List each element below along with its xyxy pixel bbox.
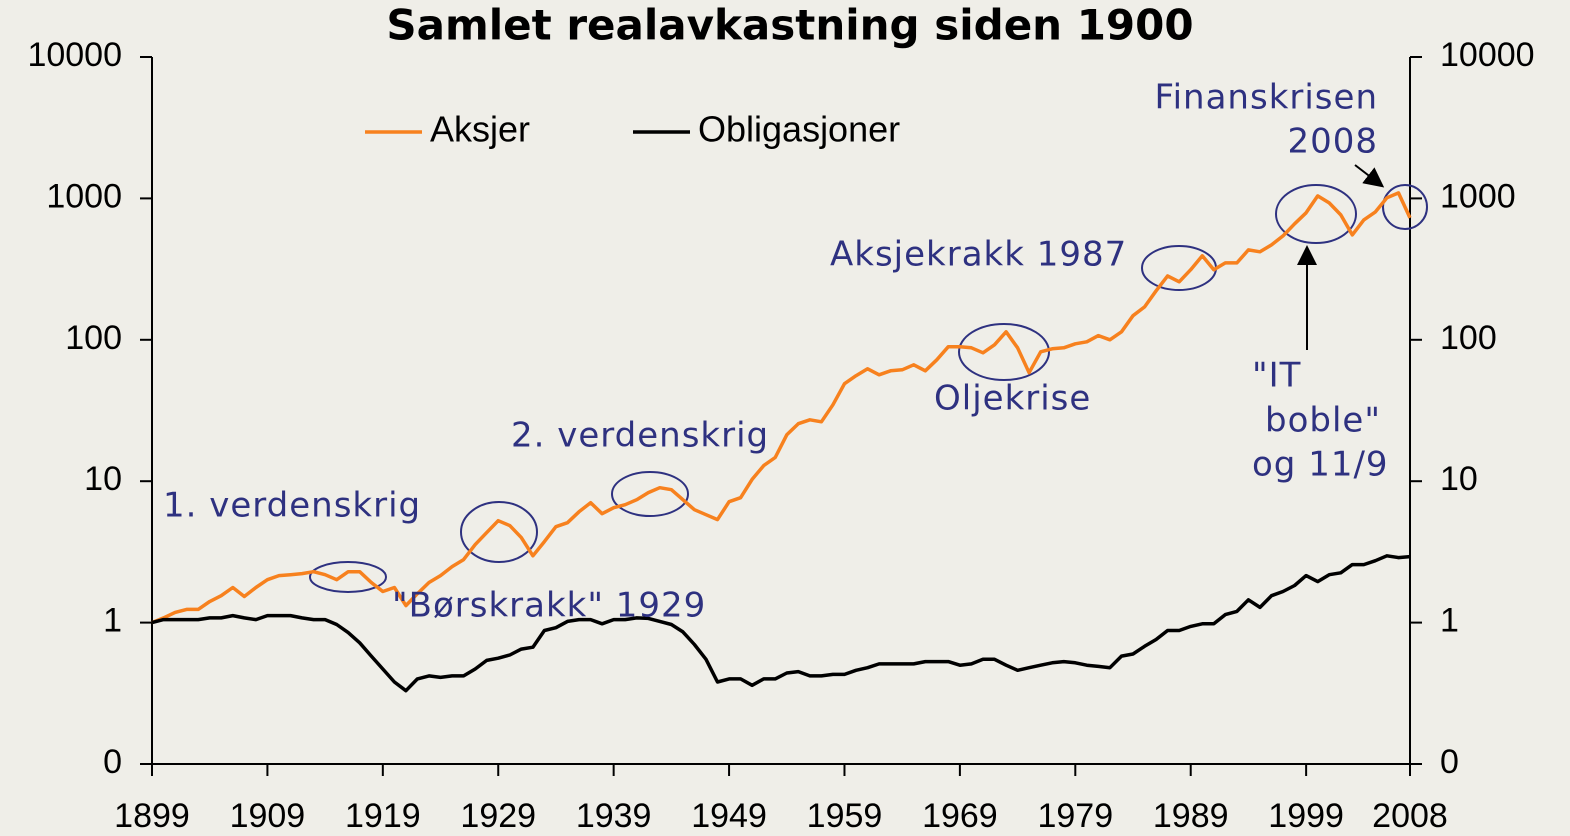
highlight-ellipse	[1275, 184, 1357, 244]
annotation: 1. verdenskrig	[163, 486, 421, 526]
x-tick-label: 1999	[1268, 797, 1344, 835]
x-tick-label: 1979	[1037, 797, 1113, 835]
x-tick-label: 1909	[230, 797, 306, 835]
arrow	[1354, 164, 1385, 188]
annotation: og 11/9	[1252, 445, 1389, 485]
x-tick-label: 1989	[1153, 797, 1229, 835]
x-tick-label: 1959	[807, 797, 883, 835]
legend-label: Obligasjoner	[698, 109, 900, 150]
y-tick-label: 100	[65, 319, 122, 357]
highlight-ellipse	[958, 323, 1050, 381]
highlight-ellipse	[460, 501, 538, 563]
y-tick-label: 1	[103, 602, 122, 640]
series-line	[151, 554, 1411, 693]
y-tick-label: 0	[103, 743, 122, 781]
annotation: "IT	[1252, 356, 1301, 396]
annotation: Oljekrise	[934, 379, 1091, 419]
highlight-ellipse	[1382, 184, 1428, 230]
annotation: Finanskrisen	[1155, 78, 1378, 118]
x-tick-label: 1919	[345, 797, 421, 835]
series-line	[151, 191, 1412, 625]
x-tick-label: 1899	[114, 797, 190, 835]
y2-tick-label: 100	[1440, 319, 1497, 357]
annotation: 2. verdenskrig	[511, 416, 769, 456]
legend-label: Aksjer	[430, 109, 530, 150]
highlight-ellipse	[309, 561, 387, 593]
x-tick-label: 1949	[691, 797, 767, 835]
y2-tick-label: 0	[1440, 743, 1459, 781]
y-tick-label: 1000	[46, 177, 122, 215]
x-tick-label: 1929	[460, 797, 536, 835]
x-tick-label: 2008	[1372, 797, 1448, 835]
y2-tick-label: 10000	[1440, 36, 1535, 74]
y2-tick-label: 10	[1440, 460, 1478, 498]
x-tick-label: 1939	[576, 797, 652, 835]
chart-title: Samlet realavkastning siden 1900	[386, 1, 1193, 50]
y-tick-label: 10000	[27, 36, 122, 74]
annotation: boble"	[1265, 401, 1381, 441]
highlight-ellipse	[611, 471, 689, 517]
y2-tick-label: 1	[1440, 602, 1459, 640]
y2-tick-label: 1000	[1440, 177, 1516, 215]
annotation: Aksjekrakk 1987	[830, 235, 1127, 275]
x-tick-label: 1969	[922, 797, 998, 835]
y-tick-label: 10	[84, 460, 122, 498]
annotation: 2008	[1287, 122, 1378, 162]
annotation: "Børskrakk" 1929	[392, 586, 706, 626]
